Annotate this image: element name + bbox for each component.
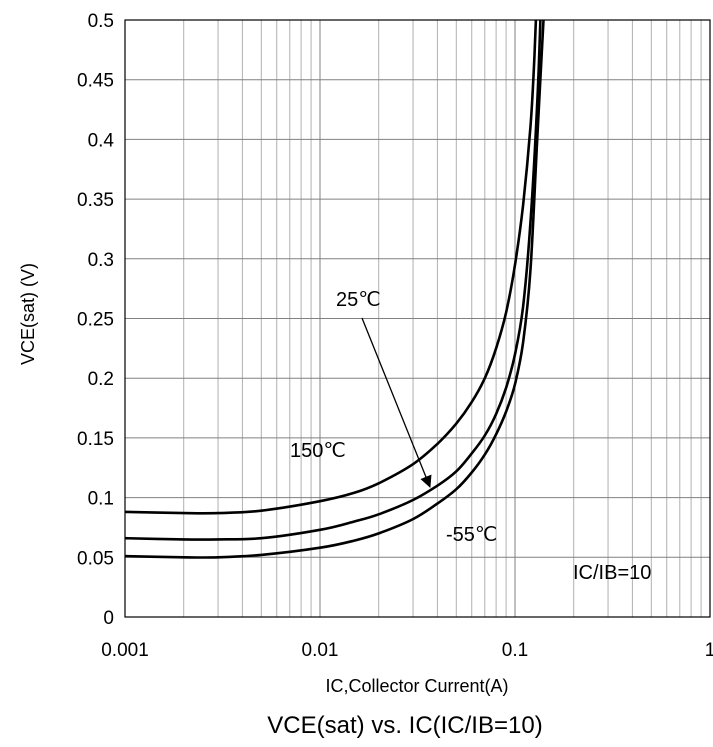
y-tick-label: 0.05: [77, 548, 114, 569]
y-tick-label: 0.25: [77, 310, 114, 331]
plot-area-border: [124, 19, 711, 618]
y-tick-label: 0.4: [88, 130, 115, 151]
chart-title: VCE(sat) vs. IC(IC/IB=10): [267, 712, 542, 739]
annotation-arrow: [361, 317, 432, 488]
x-axis-label: IC,Collector Current(A): [325, 676, 508, 696]
grid-major: [124, 19, 711, 618]
label-minus55C: -55℃: [446, 524, 497, 546]
ic-ib-ratio-annotation: IC/IB=10: [573, 562, 651, 584]
y-tick-label: 0.5: [88, 11, 114, 32]
x-tick-label: 0.001: [101, 640, 149, 661]
y-tick-label: 0.2: [88, 369, 114, 390]
y-tick-label: 0.35: [77, 190, 114, 211]
y-tick-label: 0.45: [77, 71, 114, 92]
y-tick-label: 0: [103, 608, 114, 629]
series-line: [124, 19, 545, 559]
x-tick-label: 1: [705, 640, 713, 661]
x-tick-label: 0.1: [502, 640, 528, 661]
label-150C: 150℃: [290, 440, 346, 462]
series-line: [124, 19, 542, 541]
y-tick-label: 0.1: [88, 489, 114, 510]
series-lines: [124, 19, 545, 559]
series-line: [124, 19, 538, 515]
y-axis-label: VCE(sat) (V): [18, 263, 38, 365]
y-tick-labels: 0 0.05 0.1 0.15 0.2 0.25 0.3 0.35 0.4 0.45 0.5: [77, 11, 114, 629]
y-tick-label: 0.15: [77, 429, 114, 450]
x-tick-label: 0.01: [302, 640, 339, 661]
x-tick-labels: 0.001 0.01 0.1 1: [101, 640, 713, 661]
y-tick-label: 0.3: [88, 250, 114, 271]
label-25C: 25℃: [336, 289, 381, 311]
